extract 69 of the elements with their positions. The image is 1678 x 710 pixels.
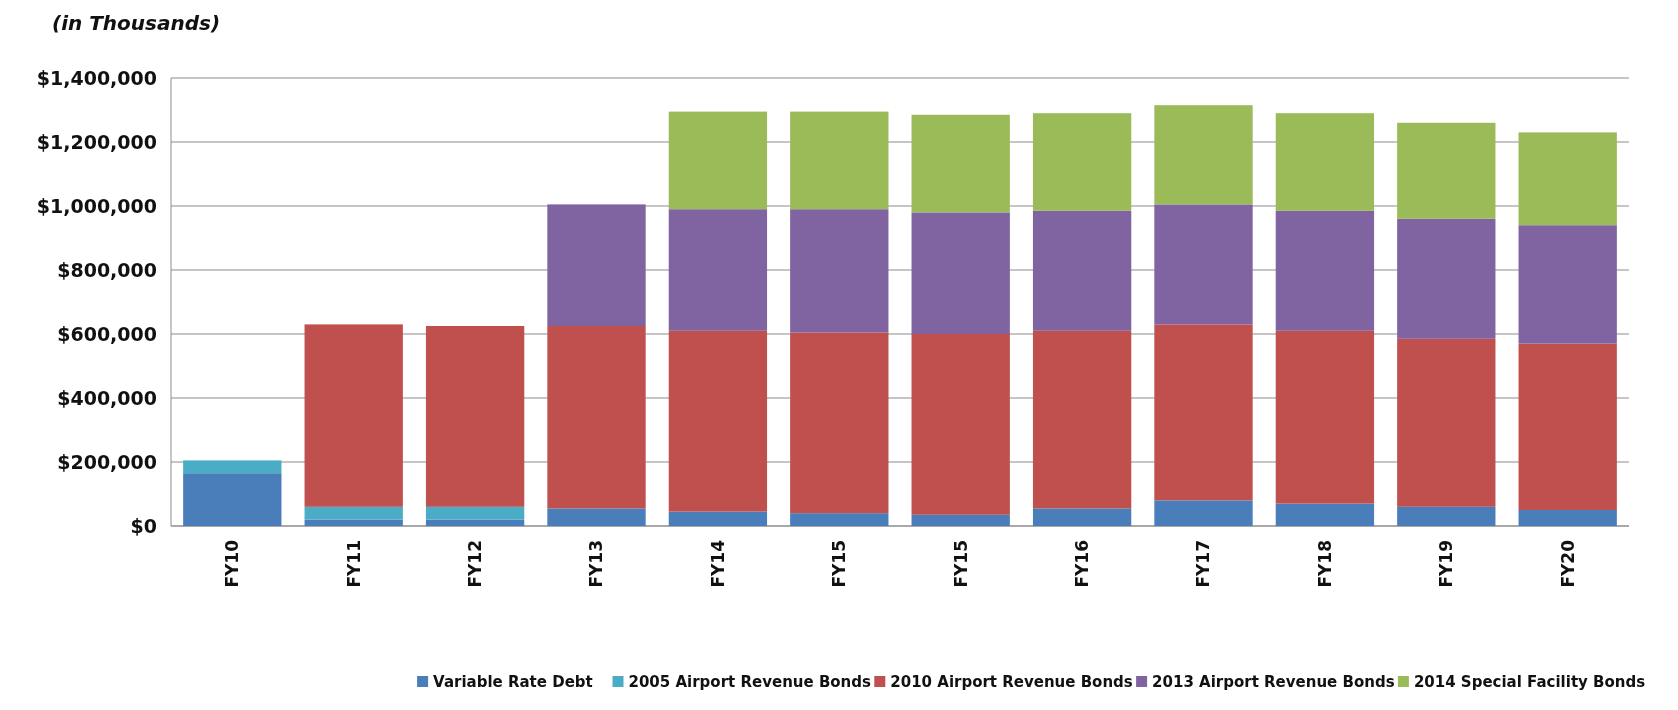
x-tick-label: FY14 (707, 539, 728, 588)
bar (547, 204, 646, 326)
y-tick-label: $800,000 (57, 258, 157, 281)
bar (1154, 324, 1253, 501)
y-tick-label: $600,000 (57, 322, 157, 345)
y-tick-label: $1,000,000 (36, 194, 157, 217)
bar (1397, 338, 1496, 507)
bar (1397, 506, 1496, 526)
bar (1154, 204, 1253, 325)
bar (1032, 210, 1132, 331)
bar (1275, 210, 1375, 331)
bar (1518, 132, 1617, 226)
bar (547, 508, 646, 526)
y-tick-label: $0 (130, 514, 157, 537)
bar (790, 513, 889, 526)
legend-label: 2013 Airport Revenue Bonds (1152, 673, 1395, 692)
bar (911, 114, 1010, 213)
x-tick-label: FY11 (343, 540, 364, 588)
bar (1518, 510, 1617, 526)
y-tick-label: $200,000 (57, 450, 157, 473)
bar (425, 506, 525, 520)
bar (304, 519, 403, 526)
bar (183, 473, 282, 526)
bar (790, 332, 889, 514)
legend-label: 2010 Airport Revenue Bonds (890, 673, 1133, 692)
x-tick-label: FY19 (1436, 540, 1457, 588)
x-tick-label: FY17 (1193, 540, 1214, 588)
legend-label: 2014 Special Facility Bonds (1413, 673, 1646, 692)
x-tick-label: FY18 (1314, 540, 1335, 588)
bar (425, 519, 525, 526)
bar (1032, 508, 1132, 526)
bar (1154, 500, 1253, 526)
bar (790, 209, 889, 333)
bar (1518, 343, 1617, 510)
legend-label: 2005 Airport Revenue Bonds (628, 673, 872, 692)
x-tick-label: FY15 (829, 540, 850, 588)
x-tick-label: FY10 (222, 539, 243, 588)
bar (1275, 503, 1375, 526)
bar (911, 514, 1010, 526)
bar (1032, 113, 1132, 211)
bar (1275, 113, 1375, 211)
bar (668, 511, 768, 526)
bar (1518, 225, 1617, 344)
chart-title: (in Thousands) (52, 11, 221, 35)
bar (547, 326, 646, 509)
bar (1154, 105, 1253, 205)
x-tick-label: FY15 (950, 540, 971, 588)
bar (790, 111, 889, 210)
x-tick-label: FY20 (1557, 539, 1578, 588)
bar (1397, 122, 1496, 219)
bar (911, 212, 1010, 334)
x-tick-label: FY13 (586, 540, 607, 588)
y-tick-label: $1,200,000 (36, 130, 157, 153)
bar (668, 330, 768, 512)
bar (304, 324, 403, 507)
bar (304, 506, 403, 520)
y-tick-label: $1,400,000 (36, 66, 157, 89)
bar (1275, 330, 1375, 504)
bar (668, 209, 768, 331)
bar (1032, 330, 1132, 509)
y-tick-label: $400,000 (57, 386, 157, 409)
bar (425, 326, 525, 507)
bar (911, 334, 1010, 515)
x-tick-label: FY16 (1072, 540, 1093, 588)
bar (183, 460, 282, 474)
legend-label: Variable Rate Debt (433, 673, 593, 692)
bar (1397, 218, 1496, 339)
x-tick-label: FY12 (465, 540, 486, 588)
bar (668, 111, 768, 210)
